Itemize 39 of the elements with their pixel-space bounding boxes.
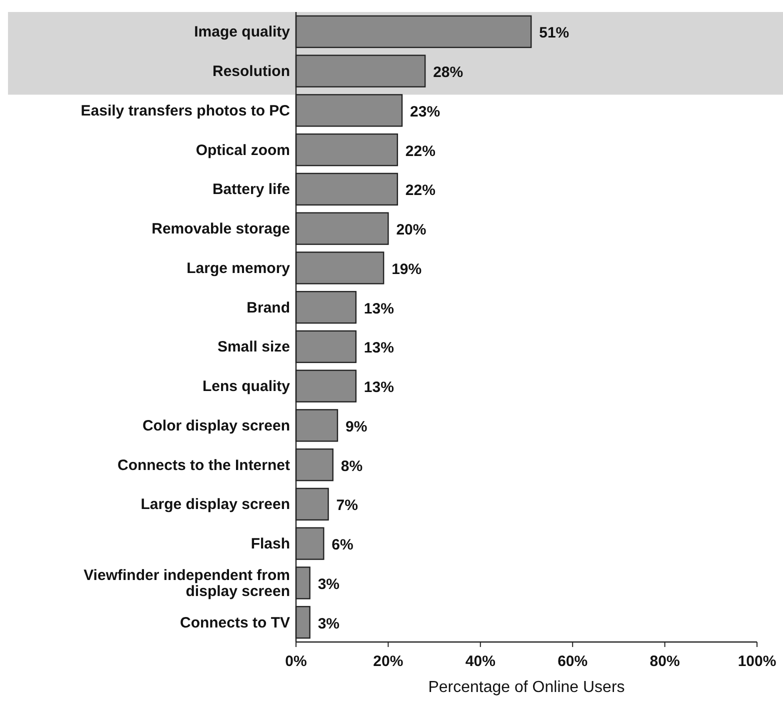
y-tick-label: Image quality [194,24,291,41]
data-label: 23% [410,103,440,120]
y-tick-label: Optical zoom [196,142,290,159]
y-tick-label: Viewfinder independent from display screen [84,566,290,600]
y-tick-label: Small size [217,338,290,356]
y-tick-label: Removable storage [152,220,290,238]
y-tick-label: Color display screen [142,417,290,434]
data-label: 3% [318,576,340,593]
x-tick-label: 60% [558,653,588,670]
x-tick-label: 40% [465,653,496,670]
y-tick-label: Connects to TV [180,614,290,632]
y-tick-label: Brand [246,299,290,316]
x-tick-label: 20% [373,653,404,670]
data-label: 7% [336,497,358,514]
y-tick-label: Flash [250,536,290,553]
data-label: 3% [318,615,340,632]
x-tick-label: 0% [285,653,307,670]
data-label: 19% [392,260,422,278]
data-label: 8% [340,458,363,475]
data-label: 22% [405,142,436,160]
data-label: 9% [345,418,368,436]
y-tick-label: Easily transfers photos to PC [80,102,290,120]
y-tick-label: Lens quality [202,378,291,396]
data-label: 20% [396,222,426,239]
data-label: 13% [364,300,394,318]
data-label: 51% [539,24,570,42]
y-tick-label: Connects to the Internet [117,456,290,474]
y-tick-label: Large display screen [140,496,290,514]
x-tick-label: 100% [738,653,776,670]
y-tick-label: Battery life [212,181,290,198]
x-tick-label: 80% [650,653,680,670]
data-label: 28% [433,64,464,82]
data-label: 13% [364,379,394,396]
data-label: 22% [405,182,436,200]
data-label: 6% [332,536,354,554]
y-tick-label: Large memory [186,260,291,277]
x-axis-title: Percentage of Online Users [428,679,625,696]
data-label: 13% [364,340,394,357]
y-tick-label: Resolution [212,63,290,80]
